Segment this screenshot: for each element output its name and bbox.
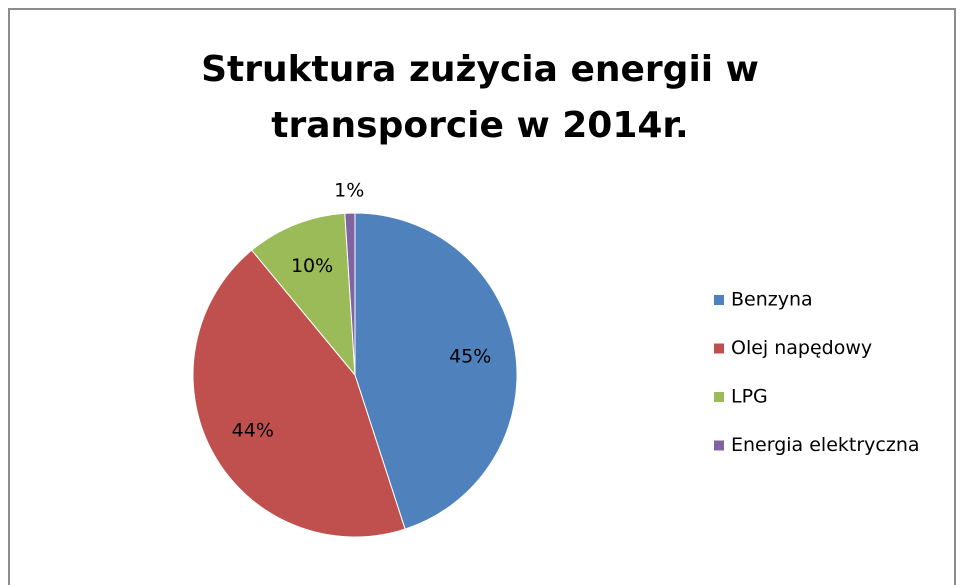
pie-slice [354,212,518,530]
pie-slice [251,212,356,377]
legend-label: Benzyna [731,289,813,311]
legend-swatch [714,343,724,354]
legend-swatch [714,392,724,402]
data-label: 44% [232,420,274,442]
legend-label: Olej napędowy [731,337,872,359]
pie-slice [192,249,406,538]
chart-title: Struktura zużycia energii w transporcie … [201,49,759,146]
data-label: 10% [291,255,333,277]
legend-swatch [714,295,724,305]
legend-label: LPG [731,386,768,408]
legend-swatch [714,440,724,451]
pie-slice [344,212,356,376]
data-label: 45% [449,345,491,367]
chart-frame [8,8,956,585]
data-label: 1% [334,180,364,202]
legend-label: Energia elektryczna [731,434,920,456]
